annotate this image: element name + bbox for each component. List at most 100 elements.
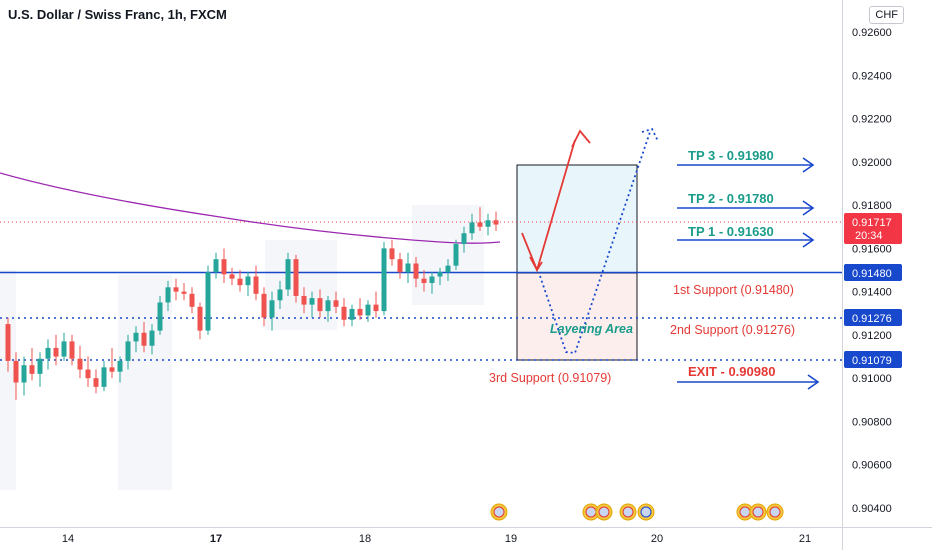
candle-down [85,369,91,379]
candle-down [493,220,499,225]
candle-up [325,300,331,312]
session-shade [412,205,484,305]
support1-price-badge: 0.91480 [844,264,902,281]
time-tick-label: 14 [62,533,74,545]
candle-down [221,259,227,275]
candle-down [69,341,75,359]
candle-up [61,341,67,357]
candle-down [397,259,403,273]
tp1-arrow [677,232,815,248]
candles [5,207,499,400]
candle-up [277,289,283,301]
candle-up [453,244,459,266]
candle-up [437,272,443,277]
countdown-text: 20:34 [855,230,883,242]
candle-up [21,365,27,383]
candle-down [317,298,323,312]
currency-button[interactable]: CHF [869,6,904,24]
price-axis[interactable]: 0.92600 0.92400 0.92200 0.92000 0.91800 0.916… [852,27,892,515]
projection-arrow-up [571,129,591,148]
target-zone-box [516,164,638,274]
price-tick-label: 0.90800 [852,416,892,428]
time-tick-label: 18 [359,533,371,545]
candle-up [45,347,51,359]
moving-average-line [0,172,501,244]
tp3-arrow [677,157,815,173]
price-tick-label: 0.91400 [852,287,892,299]
candle-up [125,341,131,361]
time-tick-label: 21 [799,533,811,545]
candle-up [429,276,435,283]
candle-up [309,298,315,305]
candle-down [109,367,115,372]
candle-down [373,304,379,312]
event-icon[interactable] [595,503,613,521]
candle-up [213,259,219,273]
candle-down [333,300,339,307]
price-tick-label: 0.90400 [852,503,892,515]
candle-down [5,324,11,361]
support3-badge-text: 0.91079 [852,355,892,367]
support2-label: 2nd Support (0.91276) [670,323,795,337]
layering-arrow-up [641,127,659,142]
candle-down [229,274,235,279]
candle-up [405,263,411,273]
price-tick-label: 0.92200 [852,114,892,126]
candle-down [357,308,363,316]
candle-down [173,287,179,292]
candle-up [365,304,371,316]
tp2-arrow [677,200,815,216]
candle-up [101,367,107,387]
chart-title: U.S. Dollar / Swiss Franc, 1h, FXCM [8,7,227,22]
event-icon[interactable] [766,503,784,521]
time-tick-label: 19 [505,533,517,545]
candle-up [149,330,155,346]
candle-up [157,302,163,331]
candle-down [53,347,59,357]
candle-down [141,332,147,346]
time-axis[interactable]: 14 17 18 19 20 21 [62,533,811,545]
projection-arrow-down [529,256,543,272]
candle-down [197,306,203,331]
tp2-label: TP 2 - 0.91780 [688,191,774,206]
event-icon[interactable] [749,503,767,521]
candle-down [181,291,187,294]
candle-down [477,222,483,227]
time-tick-label: 20 [651,533,663,545]
candle-down [261,293,267,318]
support1-badge-text: 0.91480 [852,268,892,280]
candle-up [245,276,251,286]
candle-down [189,293,195,307]
candle-up [349,308,355,320]
candle-up [445,265,451,273]
candle-down [13,360,19,383]
support2-badge-text: 0.91276 [852,313,892,325]
price-tick-label: 0.91000 [852,373,892,385]
session-shade [265,240,337,330]
candle-down [389,248,395,260]
candle-down [29,365,35,374]
candle-up [469,222,475,234]
price-tick-label: 0.92400 [852,70,892,82]
event-icon[interactable] [490,503,508,521]
last-price-badge: 0.91717 20:34 [844,213,902,244]
tp1-label: TP 1 - 0.91630 [688,224,774,239]
price-tick-label: 0.91800 [852,200,892,212]
price-tick-label: 0.91200 [852,330,892,342]
candle-down [237,278,243,286]
candle-up [205,272,211,331]
event-icon[interactable] [619,503,637,521]
candle-up [133,332,139,342]
support3-label: 3rd Support (0.91079) [489,371,611,385]
event-icon[interactable] [637,503,655,521]
price-tick-label: 0.91600 [852,243,892,255]
candle-up [485,220,491,227]
support3-price-badge: 0.91079 [844,351,902,368]
candle-down [93,378,99,387]
tp3-label: TP 3 - 0.91980 [688,148,774,163]
price-tick-label: 0.92000 [852,157,892,169]
price-tick-label: 0.92600 [852,27,892,39]
layering-area-label: Layering Area [550,322,633,336]
candle-up [269,300,275,318]
